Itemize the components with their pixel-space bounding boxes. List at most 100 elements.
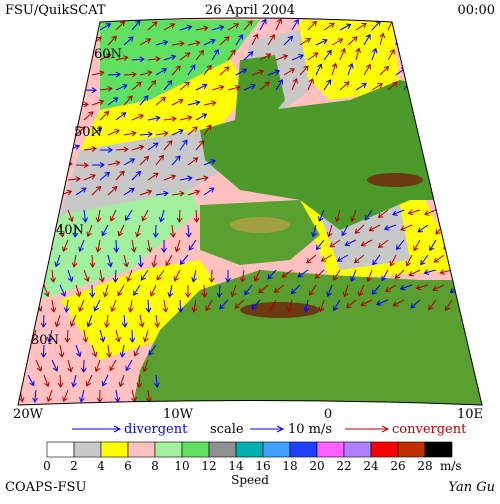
wind-arrow [51,142,63,151]
wind-arrow [67,27,81,34]
wind-arrow [102,284,109,298]
wind-arrow [318,299,325,313]
wind-arrow [89,284,96,298]
wind-arrow [387,81,398,91]
wind-arrow [27,131,41,137]
wind-arrow [148,344,157,356]
wind-arrow [366,269,373,283]
wind-arrow [145,299,152,313]
wind-arrow [171,65,181,76]
wind-arrow [62,389,69,403]
colorbar-swatch [397,441,426,458]
colorbar-tick-label: 28 [417,459,432,473]
wind-arrow [419,77,426,91]
wind-arrow [18,209,24,223]
wind-arrow [410,299,421,309]
wind-arrow [355,47,361,61]
wind-arrow [195,25,209,32]
wind-arrow [283,35,294,46]
wind-arrow [155,96,166,106]
wind-arrow [115,55,129,61]
wind-arrow [216,284,223,298]
wind-arrow [123,71,137,78]
wind-arrow [163,116,177,122]
wind-arrow [467,20,477,31]
wind-arrow [205,299,213,312]
wind-arrow [451,18,459,31]
wind-arrow [51,52,63,61]
wind-arrow [195,49,205,61]
wind-arrow [326,284,333,298]
wind-arrow [35,83,48,91]
wind-arrow [57,374,64,388]
wind-arrow [415,284,429,291]
wind-arrow [89,254,96,268]
wind-arrow [171,40,185,47]
wind-arrow [99,329,106,343]
wind-arrow [315,38,328,46]
wind-arrow [187,189,201,196]
wind-arrow [43,191,57,198]
wind-arrow [51,27,65,34]
wind-arrow [443,63,451,76]
wind-arrow [177,299,184,313]
legend: divergent scale 10 m/s convergent [72,422,467,437]
wind-arrow [243,20,253,31]
wind-arrow [163,54,177,61]
lon-label: 20W [13,407,44,422]
legend-scale: scale [210,422,244,437]
map-frame [17,17,483,406]
colorbar-tick-label: 16 [255,459,270,473]
convergent-arrow-head [381,425,390,433]
wind-arrow [63,299,70,313]
ocean-band [100,20,260,110]
wind-arrow [290,284,301,295]
wind-arrow [185,284,191,298]
wind-arrow [119,344,126,358]
wind-arrow [75,344,82,358]
wind-arrow [147,79,157,91]
wind-arrow [350,269,357,282]
wind-arrow [323,49,332,61]
wind-arrow [243,83,256,91]
wind-arrow [211,84,225,91]
wind-arrow [131,144,145,151]
wind-arrow [23,254,30,268]
wind-arrow [43,42,57,49]
wind-arrow [123,158,136,166]
wind-arrow [117,224,125,237]
wind-arrow [176,209,183,223]
wind-arrow [433,77,440,91]
wind-arrow [67,269,74,283]
wind-arrow [191,269,197,283]
wind-arrow [99,171,111,181]
wind-arrow [107,160,121,167]
wind-arrow [126,269,133,283]
wind-arrow [139,189,153,196]
ocean-band [60,130,240,215]
wind-arrow [27,374,35,387]
wind-arrow [104,314,110,328]
wind-arrow [98,269,105,283]
legend-divergent: divergent [124,422,188,437]
wind-arrow [383,224,397,231]
wind-arrow [125,209,133,221]
wind-arrow [91,161,105,168]
wind-arrow [118,374,125,388]
colorbar-swatch [100,441,129,458]
colorbar: 0 2 4 6 8 10 12 14 16 18 20 22 24 26 28 m/s [43,441,462,473]
wind-arrow [147,21,158,31]
wind-arrow [286,299,293,313]
wind-arrow [43,128,56,136]
wind-arrow [131,114,144,121]
wind-arrow [399,284,413,291]
wind-arrow [127,299,134,313]
wind-arrow [51,177,65,184]
wind-arrow [156,269,165,281]
colorbar-swatch [289,441,318,458]
wind-arrow [35,177,49,184]
wind-arrow [163,140,173,151]
wind-arrow [235,34,243,46]
wind-arrow [458,62,465,76]
map [18,18,482,405]
